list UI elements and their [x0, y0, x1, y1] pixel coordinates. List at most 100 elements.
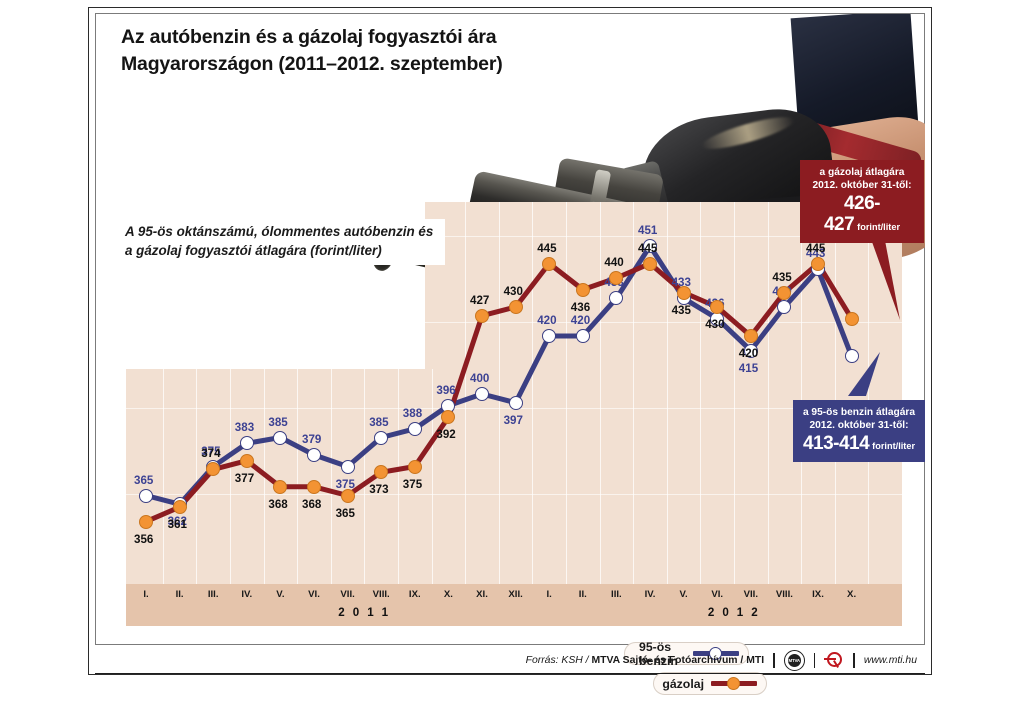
data-label-gazolaj: 430 — [705, 318, 725, 331]
legend-label-gazolaj: gázolaj — [662, 676, 704, 691]
data-point-benzin — [475, 387, 489, 401]
mtva-logo-icon: MTVA — [783, 650, 805, 671]
data-point-gazolaj — [374, 465, 389, 480]
x-axis-tick-label: VIII. — [372, 589, 390, 600]
legend-item-gazolaj[interactable]: gázolaj — [653, 672, 767, 695]
data-label-gazolaj: 430 — [503, 285, 523, 298]
x-axis-tick-label: IV. — [241, 589, 253, 600]
callout-benzin: a 95-ös benzin átlagára 2012. október 31… — [793, 400, 925, 462]
x-axis-tick-label: VII. — [743, 589, 758, 600]
data-point-gazolaj — [643, 256, 657, 271]
data-point-gazolaj — [340, 488, 355, 503]
data-label-gazolaj: 427 — [470, 293, 490, 307]
data-label-gazolaj: 435 — [772, 270, 792, 284]
footer-separator-2 — [813, 653, 816, 668]
data-point-gazolaj — [811, 256, 825, 271]
callout-benzin-value: 413-414 — [802, 433, 870, 455]
x-axis-tick-label: X. — [443, 589, 453, 600]
data-point-benzin — [643, 239, 657, 254]
data-point-gazolaj — [139, 514, 153, 529]
legend-label-benzin: 95-ös benzin — [639, 639, 678, 668]
data-label-benzin: 375 — [335, 477, 355, 491]
callout-benzin-line2: 2012. október 31-től: — [809, 420, 909, 432]
data-point-benzin — [575, 329, 590, 343]
data-point-benzin — [273, 430, 288, 445]
chart-axis-band — [126, 584, 902, 626]
data-point-benzin — [609, 291, 624, 306]
footer-divider — [95, 673, 925, 675]
data-point-gazolaj — [273, 479, 288, 494]
data-label-benzin: 451 — [638, 224, 658, 238]
data-label-gazolaj: 356 — [134, 532, 154, 546]
data-point-gazolaj — [844, 311, 859, 326]
x-axis-tick-label: VIII. — [775, 589, 793, 600]
callout-gazolaj-line2: 2012. október 31-től: — [812, 180, 912, 192]
data-label-benzin: 396 — [436, 383, 456, 397]
x-axis-tick-label: V. — [679, 589, 688, 600]
legend-swatch-benzin — [693, 647, 739, 660]
data-label-gazolaj: 373 — [369, 483, 389, 497]
data-point-gazolaj — [441, 410, 456, 425]
footer-source-prefix: Forrás: KSH / — [525, 655, 592, 666]
data-point-benzin — [307, 447, 321, 462]
data-label-gazolaj: 361 — [167, 518, 187, 532]
callout-gazolaj-value-row: 426-427 forint/liter — [807, 193, 917, 236]
data-label-gazolaj: 375 — [402, 477, 423, 491]
data-point-gazolaj — [710, 300, 725, 314]
data-label-gazolaj: 436 — [570, 300, 591, 314]
footer-separator-1 — [773, 653, 775, 668]
data-point-benzin — [340, 459, 355, 474]
callout-gazolaj-line1: a gázolaj átlagára — [819, 167, 905, 178]
data-label-benzin: 385 — [369, 415, 389, 429]
footer-url[interactable]: www.mti.hu — [863, 655, 917, 666]
x-axis-tick-label: II. — [175, 589, 184, 600]
callout-benzin-unit: forint/liter — [872, 441, 916, 452]
data-label-benzin: 420 — [537, 314, 557, 327]
chart-subtitle: A 95-ös oktánszámú, ólommentes autóbenzi… — [123, 219, 445, 265]
data-point-benzin — [743, 343, 758, 358]
data-point-gazolaj — [206, 462, 221, 477]
page-title: Az autóbenzin és a gázolaj fogyasztói ár… — [121, 26, 503, 75]
data-label-gazolaj: 368 — [268, 497, 288, 511]
callout-gazolaj: a gázolaj átlagára 2012. október 31-től:… — [800, 160, 924, 243]
data-point-gazolaj — [609, 271, 624, 285]
data-point-gazolaj — [307, 479, 321, 494]
data-label-gazolaj: 368 — [302, 497, 322, 511]
data-point-benzin — [542, 329, 557, 343]
data-point-gazolaj — [777, 285, 792, 300]
data-point-gazolaj — [172, 500, 187, 515]
data-point-gazolaj — [239, 453, 254, 468]
mti-logo-icon — [824, 651, 844, 670]
data-point-gazolaj — [508, 300, 523, 314]
x-axis-tick-label: VI. — [711, 589, 724, 600]
chart-x-axis-labels: I. II. III. IV. V. VI. VII. VIII. IX. X. XI. XII. I.… — [126, 586, 902, 628]
data-label-benzin: 379 — [302, 432, 322, 446]
footer-separator-3 — [853, 653, 855, 668]
data-point-benzin — [777, 300, 792, 314]
data-point-benzin — [407, 421, 422, 436]
data-label-benzin: 375 — [201, 444, 221, 458]
legend-item-benzin[interactable]: 95-ös benzin — [624, 639, 749, 668]
data-label-gazolaj: 445 — [806, 241, 826, 255]
x-axis-year-label: 2 0 1 1 — [338, 606, 391, 619]
data-label-benzin: 388 — [402, 406, 423, 420]
x-axis-year-label: 2 0 1 2 — [707, 606, 761, 619]
data-label-benzin: 362 — [167, 515, 187, 529]
data-label-gazolaj: 377 — [234, 471, 255, 485]
data-label-gazolaj: 365 — [335, 506, 355, 520]
data-label-gazolaj: 420 — [738, 347, 759, 360]
data-label-benzin: 397 — [503, 413, 523, 427]
callout-benzin-line1: a 95-ös benzin átlagára — [802, 407, 916, 418]
data-point-gazolaj — [542, 256, 557, 271]
data-label-benzin: 385 — [268, 415, 288, 429]
callout-gazolaj-unit: forint/liter — [857, 221, 901, 232]
data-label-gazolaj: 440 — [604, 256, 624, 269]
data-point-gazolaj — [676, 285, 691, 300]
footer: Forrás: KSH / MTVA Sajtó- és Fotóarchívu… — [95, 648, 925, 675]
x-axis-tick-label: III. — [207, 589, 219, 600]
x-axis-tick-label: IX. — [812, 589, 824, 600]
data-point-gazolaj — [475, 308, 489, 323]
data-label-gazolaj: 392 — [436, 428, 456, 442]
x-axis-tick-label: I. — [546, 589, 552, 600]
callout-gazolaj-value: 426-427 — [823, 193, 881, 235]
